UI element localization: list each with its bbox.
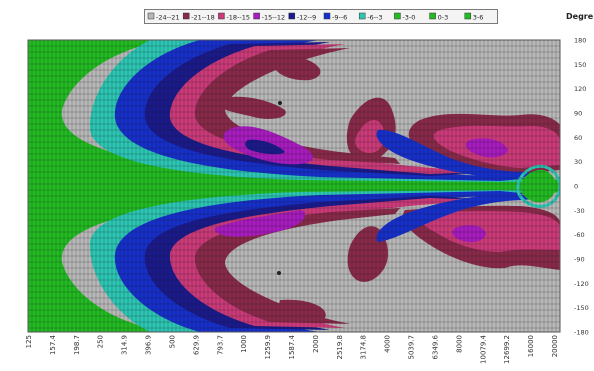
marker-dot <box>278 101 282 105</box>
x-tick-label: 2519.8 <box>336 335 344 360</box>
x-tick-label: 157.4 <box>49 334 57 355</box>
y-tick-label: 120 <box>574 85 586 93</box>
region-cyan-ring <box>516 164 560 208</box>
y-tick-label: 150 <box>574 61 586 69</box>
legend-swatch <box>182 12 190 20</box>
contour-regions <box>28 40 560 332</box>
legend-swatch <box>394 12 401 20</box>
x-tick-label: 198.7 <box>73 335 81 355</box>
y-tick-label: -60 <box>574 231 585 239</box>
x-tick-label: 1587.4 <box>288 334 296 359</box>
y-axis: 180 150 120 90 60 30 0 -30 -60 -90 -120 -150 -180 <box>574 37 589 337</box>
legend-label: -9--6 <box>332 14 347 22</box>
x-tick-label: 20000 <box>551 335 559 357</box>
y-tick-label: -120 <box>574 280 589 288</box>
legend-label: -12--9 <box>297 14 316 22</box>
region-green <box>28 40 560 186</box>
x-tick-label: 12699.2 <box>503 335 511 364</box>
plot-border <box>27 39 561 333</box>
legend-swatch <box>323 12 331 20</box>
x-tick-label: 250 <box>97 335 105 348</box>
legend-swatch <box>218 12 225 20</box>
legend-label: -15--12 <box>262 14 286 22</box>
x-tick-label: 3174.8 <box>360 335 368 360</box>
x-tick-label: 5039.7 <box>408 335 416 360</box>
legend-label: -18--15 <box>226 14 250 22</box>
legend-swatch <box>429 12 436 20</box>
y-tick-label: 60 <box>574 134 582 142</box>
region-magenta-mid <box>355 120 385 154</box>
x-tick-label: 500 <box>168 335 176 348</box>
x-tick-label: 793.7 <box>216 335 224 355</box>
region-maroon-upper <box>274 54 321 81</box>
y-tick-label: 30 <box>574 158 582 166</box>
grid <box>28 40 560 332</box>
region-green <box>28 186 560 332</box>
lower-lobe <box>28 186 560 332</box>
x-tick-label: 16000 <box>527 335 535 357</box>
legend-label: -21--18 <box>191 14 215 22</box>
legend-swatch <box>147 12 155 20</box>
x-tick-label: 10079.4 <box>479 334 487 363</box>
y-tick-label: -90 <box>574 256 585 264</box>
legend-swatch <box>253 12 260 20</box>
region-purple <box>214 210 306 237</box>
x-tick-label: 8000 <box>455 335 463 353</box>
marker-dot <box>277 271 281 275</box>
x-tick-label: 1000 <box>240 335 248 353</box>
region-blue-right <box>376 129 545 178</box>
upper-lobe <box>28 40 560 186</box>
region-cyan <box>89 40 545 182</box>
y-axis-label: Degre <box>566 12 594 21</box>
y-tick-label: -180 <box>574 329 589 337</box>
region-purple-right <box>465 138 508 158</box>
region-darkblue-inner <box>245 139 285 155</box>
y-tick-label: 180 <box>574 37 586 45</box>
y-tick-label: -150 <box>574 304 589 312</box>
y-tick-label: 90 <box>574 110 582 118</box>
region-magenta-right <box>417 211 560 252</box>
x-tick-label: 1259.9 <box>264 335 272 360</box>
x-tick-label: 314.9 <box>121 335 129 355</box>
y-tick-label: 0 <box>574 183 578 191</box>
legend-label: -6--3 <box>367 14 382 22</box>
region-purple-right <box>452 225 486 242</box>
legend-label: 3-6 <box>473 14 484 22</box>
y-tick-label: -30 <box>574 207 585 215</box>
x-tick-label: 629.9 <box>192 335 200 355</box>
legend-label: -3-0 <box>402 14 415 22</box>
x-tick-label: 6349.6 <box>431 334 439 359</box>
region-maroon-lower <box>278 299 326 320</box>
legend-entries: -24--21 -21--18 -18--15 -15--12 -12--9 -9--6 -… <box>147 12 484 22</box>
legend-label: -24--21 <box>156 14 180 22</box>
x-tick-label: 2000 <box>312 335 320 353</box>
x-axis: 125 157.4 198.7 250 314.9 396.9 500 629.9 793.7 1… <box>25 334 559 363</box>
legend: -24--21 -21--18 -18--15 -15--12 -12--9 -9--6 -… <box>144 9 498 24</box>
x-tick-label: 125 <box>25 335 33 348</box>
legend-label: 0-3 <box>438 14 449 22</box>
legend-swatch <box>464 12 472 20</box>
region-green-blob <box>520 169 556 203</box>
x-tick-label: 396.9 <box>145 335 153 355</box>
legend-swatch <box>358 12 366 20</box>
region-cyan <box>89 190 545 332</box>
legend-swatch <box>288 12 296 20</box>
region-maroon-tongue <box>214 96 286 119</box>
x-tick-label: 4000 <box>384 335 392 353</box>
region-maroon <box>194 208 400 324</box>
